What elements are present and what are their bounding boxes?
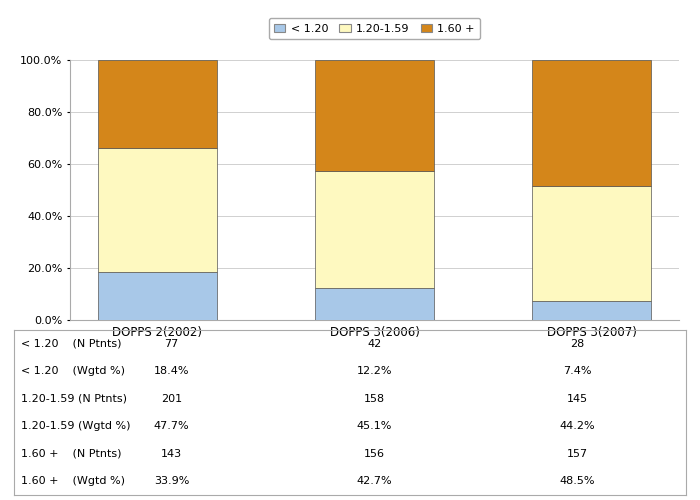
Text: 201: 201 xyxy=(161,394,182,404)
Text: < 1.20    (N Ptnts): < 1.20 (N Ptnts) xyxy=(21,339,121,349)
Legend: < 1.20, 1.20-1.59, 1.60 +: < 1.20, 1.20-1.59, 1.60 + xyxy=(269,18,480,40)
Text: 158: 158 xyxy=(364,394,385,404)
Bar xyxy=(532,186,651,301)
Text: 45.1%: 45.1% xyxy=(357,421,392,431)
Text: 77: 77 xyxy=(164,339,178,349)
Bar xyxy=(98,148,217,272)
Text: 12.2%: 12.2% xyxy=(357,366,392,376)
Text: 33.9%: 33.9% xyxy=(154,476,189,486)
Bar xyxy=(532,301,651,320)
Text: 157: 157 xyxy=(567,449,588,459)
Bar xyxy=(315,60,434,171)
Text: 47.7%: 47.7% xyxy=(154,421,189,431)
Text: 42.7%: 42.7% xyxy=(357,476,392,486)
Text: 1.20-1.59 (N Ptnts): 1.20-1.59 (N Ptnts) xyxy=(21,394,127,404)
Text: 143: 143 xyxy=(161,449,182,459)
Text: 1.20-1.59 (Wgtd %): 1.20-1.59 (Wgtd %) xyxy=(21,421,130,431)
Text: 44.2%: 44.2% xyxy=(560,421,595,431)
Bar xyxy=(315,171,434,288)
Text: 1.60 +    (N Ptnts): 1.60 + (N Ptnts) xyxy=(21,449,121,459)
Text: 48.5%: 48.5% xyxy=(560,476,595,486)
Bar xyxy=(315,288,434,320)
Bar xyxy=(98,60,217,148)
Text: 1.60 +    (Wgtd %): 1.60 + (Wgtd %) xyxy=(21,476,125,486)
Bar xyxy=(98,272,217,320)
Text: 18.4%: 18.4% xyxy=(154,366,189,376)
Text: 156: 156 xyxy=(364,449,385,459)
Text: 28: 28 xyxy=(570,339,584,349)
Text: < 1.20    (Wgtd %): < 1.20 (Wgtd %) xyxy=(21,366,125,376)
Text: 42: 42 xyxy=(368,339,382,349)
Bar xyxy=(532,60,651,186)
Text: 7.4%: 7.4% xyxy=(564,366,592,376)
Text: 145: 145 xyxy=(567,394,588,404)
